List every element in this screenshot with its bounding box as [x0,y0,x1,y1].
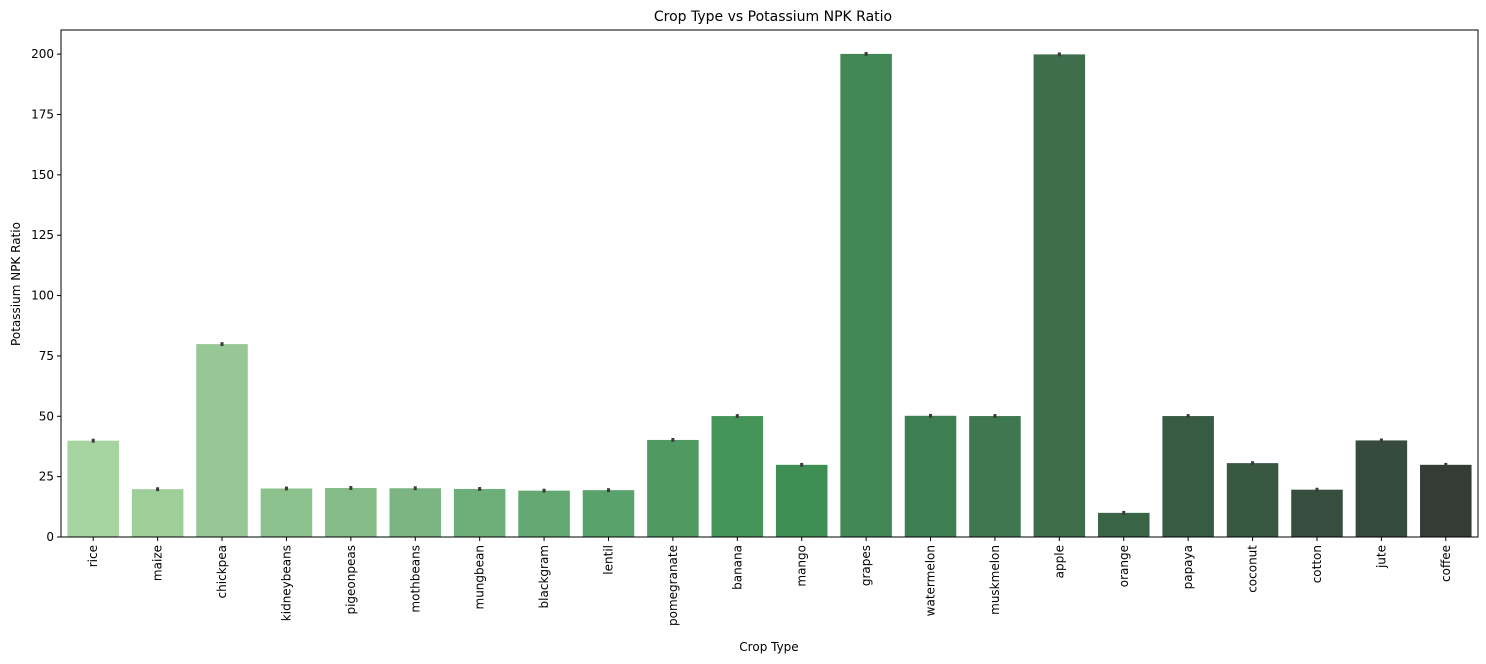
bar-muskmelon [969,416,1021,537]
bar-papaya [1162,416,1214,537]
x-tick-label: mothbeans [408,545,422,613]
x-tick-label: cotton [1310,545,1324,583]
chart-title: Crop Type vs Potassium NPK Ratio [654,9,892,25]
x-axis: rice maize chickpea kidneybeans pigeonpeas mo… [86,537,1453,626]
bar-pigeonpeas [325,487,377,537]
x-tick-label: apple [1052,545,1066,578]
x-tick-label: grapes [859,545,873,586]
bar-watermelon [904,415,957,537]
x-axis-label: Crop Type [739,640,798,654]
y-tick-label: 100 [31,289,54,303]
bar-maize [131,489,184,537]
bar-orange [1097,512,1150,537]
bar-blackgram [518,490,570,537]
bar-mungbean [453,488,506,537]
y-tick-label: 125 [31,228,54,242]
bars-group [67,53,1472,538]
bar-jute [1355,440,1408,537]
bar-rice [67,440,119,537]
bar-chickpea [196,344,248,537]
x-tick-label: watermelon [924,545,938,616]
plot-frame [60,29,1479,538]
y-axis-label: Potassium NPK Ratio [9,222,23,346]
x-tick-label: muskmelon [988,545,1002,615]
y-tick-label: 200 [31,47,54,61]
x-tick-label: kidneybeans [279,545,293,621]
bar-cotton [1291,489,1343,537]
y-tick-label: 25 [39,470,54,484]
x-tick-label: coffee [1439,545,1453,582]
bar-grapes [840,53,892,537]
x-tick-label: pigeonpeas [344,545,358,615]
bar-apple [1033,54,1086,538]
x-tick-label: banana [730,545,744,590]
y-axis: 0 25 50 75 100 125 150 175 200 [31,47,61,544]
y-tick-label: 150 [31,168,54,182]
bar-coconut [1226,463,1279,537]
error-bars-group [91,51,1448,515]
bar-mango [775,464,828,537]
bar-pomegranate [647,439,699,537]
y-tick-label: 50 [39,409,54,423]
y-tick-label: 75 [39,349,54,363]
x-tick-label: papaya [1181,545,1195,589]
x-tick-label: blackgram [537,545,551,608]
bar-banana [711,416,764,537]
y-tick-label: 0 [46,530,54,544]
x-tick-label: pomegranate [666,545,680,626]
x-tick-label: chickpea [215,545,229,598]
x-tick-label: maize [151,545,165,581]
x-tick-label: jute [1374,545,1388,569]
y-tick-label: 175 [31,108,54,122]
x-tick-label: mungbean [473,545,487,609]
bar-lentil [582,490,635,537]
x-tick-label: lentil [601,545,615,575]
x-tick-label: rice [86,545,100,567]
x-tick-label: orange [1117,545,1131,587]
bar-kidneybeans [260,488,313,537]
x-tick-label: mango [795,545,809,587]
bar-coffee [1420,464,1472,537]
x-tick-label: coconut [1246,545,1260,593]
bar-mothbeans [389,488,442,537]
